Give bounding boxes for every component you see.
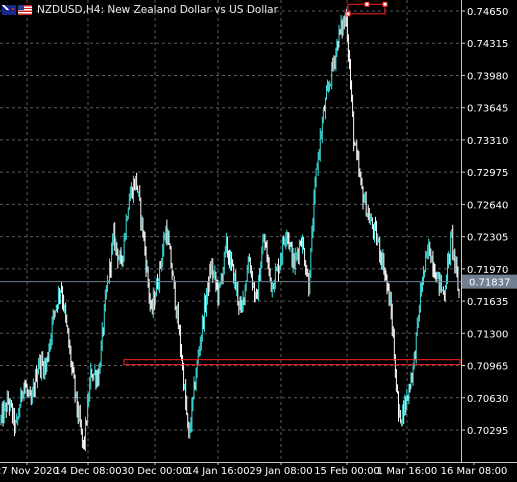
zone-handle (382, 1, 388, 7)
current-price-tag (462, 274, 517, 289)
price-label: 0.70965 (467, 362, 508, 373)
price-label: 0.71635 (467, 297, 508, 308)
us-flag-icon (18, 5, 32, 15)
support-zone-rect (123, 359, 461, 366)
price-label: 0.72305 (467, 233, 508, 244)
top-zone-rectangle[interactable] (345, 1, 388, 17)
zone-handle (364, 1, 370, 7)
price-label: 0.71970 (467, 265, 508, 276)
price-label: 0.71300 (467, 329, 508, 340)
price-label: 0.74650 (467, 7, 508, 18)
time-label: 16 Mar 08:00 (441, 466, 508, 477)
price-label: 0.73980 (467, 71, 508, 82)
nz-flag-icon (2, 5, 16, 15)
time-label: 1 Mar 16:00 (377, 466, 437, 477)
time-label: 14 Dec 08:00 (54, 466, 121, 477)
zone-handle (345, 11, 351, 17)
price-label: 0.70630 (467, 394, 508, 405)
chart-title-text: NZDUSD,H4: New Zealand Dollar vs US Doll… (37, 4, 278, 16)
time-label: 14 Jan 16:00 (186, 466, 249, 477)
price-label: 0.74315 (467, 39, 508, 50)
chart-title: NZDUSD,H4: New Zealand Dollar vs US Doll… (2, 2, 278, 18)
price-label: 0.72975 (467, 168, 508, 179)
price-label: 0.73645 (467, 104, 508, 115)
price-label: 0.72640 (467, 200, 508, 211)
time-label: 29 Jan 08:00 (249, 466, 312, 477)
time-label: 30 Dec 00:00 (121, 466, 188, 477)
current-price-label: 0.71837 (469, 278, 510, 289)
time-label: 27 Nov 2020 (0, 466, 59, 477)
price-label: 0.73310 (467, 136, 508, 147)
time-label: 15 Feb 00:00 (314, 466, 380, 477)
support-line[interactable] (123, 359, 461, 366)
price-label: 0.70295 (467, 426, 508, 437)
price-axis[interactable]: 0.74650 0.74315 0.73980 0.73645 0.73310 0.729… (461, 7, 517, 437)
price-bars (0, 9, 460, 452)
